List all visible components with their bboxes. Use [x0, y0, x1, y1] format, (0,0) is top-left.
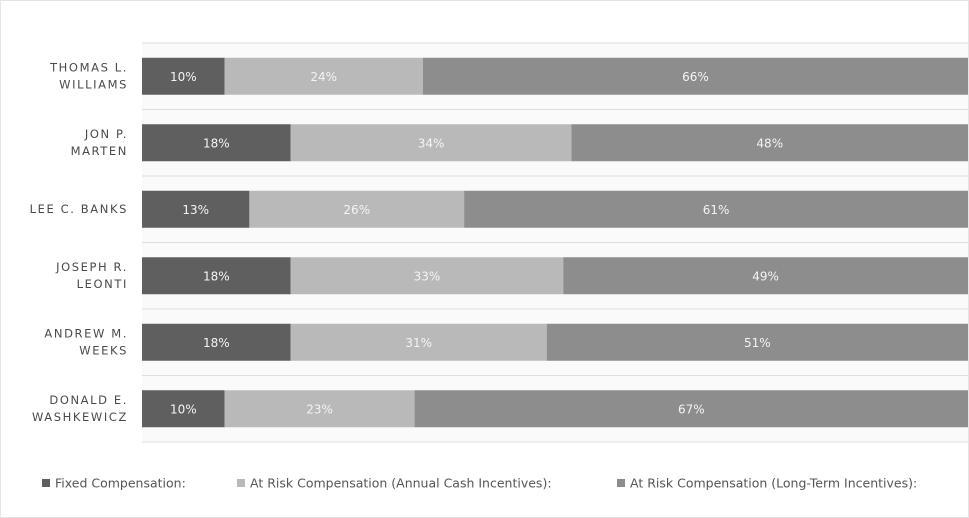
legend-marker: [42, 479, 50, 487]
legend-label: Fixed Compensation:: [55, 476, 186, 491]
bar-segment: [142, 257, 291, 295]
value-label: 13%: [182, 203, 209, 217]
value-label: 51%: [744, 336, 771, 350]
value-label: 24%: [310, 70, 337, 84]
bar-segment: [142, 390, 225, 428]
value-label: 18%: [203, 136, 230, 150]
bar-segment: [571, 124, 968, 162]
value-label: 49%: [752, 269, 779, 283]
category-label: LEONTI: [77, 277, 128, 291]
category-label: THOMAS L.: [49, 60, 128, 74]
category-label: MARTEN: [71, 144, 128, 158]
value-label: 67%: [678, 402, 705, 416]
legend-marker: [237, 479, 245, 487]
bar-segment: [142, 57, 225, 95]
bar-segment: [249, 190, 465, 228]
value-label: 61%: [703, 203, 730, 217]
value-label: 33%: [414, 269, 441, 283]
bar-segment: [224, 390, 415, 428]
bar-segment: [422, 57, 969, 95]
legend-label: At Risk Compensation (Long-Term Incentiv…: [630, 476, 917, 491]
bar-segment: [464, 190, 968, 228]
value-label: 10%: [170, 70, 197, 84]
value-label: 31%: [405, 336, 432, 350]
value-label: 66%: [682, 70, 709, 84]
bar-segment: [142, 190, 250, 228]
bar-segment: [290, 323, 547, 361]
category-label: WEEKS: [79, 343, 128, 357]
value-label: 26%: [343, 203, 370, 217]
legend-marker: [617, 479, 625, 487]
category-label: WASHKEWICZ: [32, 410, 128, 424]
bar-segment: [414, 390, 969, 428]
bar-segment: [290, 124, 572, 162]
bar-segment: [142, 124, 291, 162]
category-label: JOSEPH R.: [55, 260, 128, 274]
bar-segment: [563, 257, 968, 295]
category-label: WILLIAMS: [59, 77, 128, 91]
category-label: LEE C. BANKS: [30, 202, 128, 216]
category-label: JON P.: [84, 127, 128, 141]
value-label: 10%: [170, 402, 197, 416]
value-label: 18%: [203, 269, 230, 283]
category-label: ANDREW M.: [44, 326, 128, 340]
legend-label: At Risk Compensation (Annual Cash Incent…: [250, 476, 552, 491]
value-label: 34%: [418, 136, 445, 150]
bar-segment: [224, 57, 423, 95]
bar-segment: [290, 257, 564, 295]
bar-segment: [142, 323, 291, 361]
value-label: 23%: [306, 402, 333, 416]
category-label: DONALD E.: [49, 393, 128, 407]
bar-segment: [546, 323, 968, 361]
value-label: 18%: [203, 336, 230, 350]
value-label: 48%: [756, 136, 783, 150]
